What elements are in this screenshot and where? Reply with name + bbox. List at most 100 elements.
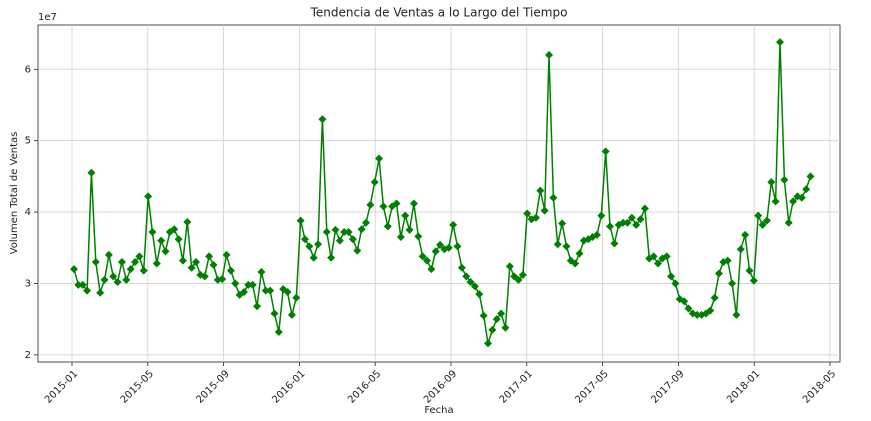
data-point (178, 256, 187, 265)
data-point (327, 253, 336, 262)
data-point (283, 288, 292, 297)
data-point (623, 218, 632, 227)
data-point (74, 280, 83, 289)
data-point (270, 309, 279, 318)
data-point (706, 306, 715, 315)
x-tick-label: 2017-09 (649, 368, 686, 405)
data-point (331, 225, 340, 234)
data-point (139, 266, 148, 275)
data-point (309, 253, 318, 262)
data-point (218, 275, 227, 284)
data-point (619, 218, 628, 227)
data-point (667, 272, 676, 281)
data-point (296, 216, 305, 225)
data-point (357, 225, 366, 234)
data-point (540, 206, 549, 215)
data-point (409, 199, 418, 208)
data-point (636, 215, 645, 224)
data-point (109, 272, 118, 281)
data-point (427, 265, 436, 274)
data-point (161, 247, 170, 256)
data-point (253, 302, 262, 311)
data-point (239, 288, 248, 297)
data-point (754, 211, 763, 220)
data-point (653, 259, 662, 268)
data-point (314, 240, 323, 249)
y-tick-label: 5 (25, 136, 31, 147)
data-point (457, 263, 466, 272)
data-point (453, 242, 462, 251)
data-point (87, 168, 96, 177)
data-point (449, 220, 458, 229)
data-point (784, 218, 793, 227)
data-point (806, 172, 815, 181)
data-point (248, 280, 257, 289)
data-point (78, 280, 87, 289)
data-point (414, 232, 423, 241)
data-point (775, 38, 784, 47)
data-point (379, 202, 388, 211)
data-point (187, 263, 196, 272)
data-point (492, 315, 501, 324)
data-point (436, 240, 445, 249)
data-point (771, 197, 780, 206)
data-point (300, 235, 309, 244)
data-point (192, 258, 201, 267)
data-point (261, 286, 270, 295)
data-point (83, 286, 92, 295)
data-point (348, 235, 357, 244)
data-point (353, 246, 362, 255)
data-point (680, 297, 689, 306)
data-point (728, 279, 737, 288)
data-point (470, 282, 479, 291)
y-tick-label: 2 (25, 350, 31, 361)
data-point (484, 339, 493, 348)
data-point (562, 242, 571, 251)
data-point (571, 259, 580, 268)
data-point (741, 230, 750, 239)
data-point (723, 256, 732, 265)
data-point (100, 275, 109, 284)
data-point (558, 219, 567, 228)
data-point (710, 293, 719, 302)
data-point (209, 260, 218, 269)
data-point (523, 209, 532, 218)
data-point (231, 279, 240, 288)
data-point (736, 245, 745, 254)
data-point (422, 256, 431, 265)
data-point (91, 258, 100, 267)
data-point (318, 115, 327, 124)
data-point (340, 228, 349, 237)
data-point (714, 269, 723, 278)
y-tick-label: 3 (25, 278, 31, 289)
data-point (684, 304, 693, 313)
data-point (361, 218, 370, 227)
data-point (205, 252, 214, 261)
data-point (610, 239, 619, 248)
data-point (200, 272, 209, 281)
data-point (466, 278, 475, 287)
data-point (505, 262, 514, 271)
data-point (305, 242, 314, 251)
data-point (383, 222, 392, 231)
data-point (592, 230, 601, 239)
data-point (536, 186, 545, 195)
data-point (780, 175, 789, 184)
x-tick-label: 2017-01 (498, 368, 535, 405)
x-tick-label: 2016-01 (270, 368, 307, 405)
data-point (113, 278, 122, 287)
data-point (575, 249, 584, 258)
data-point (514, 275, 523, 284)
data-point (475, 290, 484, 299)
data-point (274, 328, 283, 337)
data-point (135, 252, 144, 261)
y-offset-label: 1e7 (38, 12, 57, 23)
x-tick-label: 2015-09 (195, 368, 232, 405)
data-point (244, 280, 253, 289)
data-point (488, 325, 497, 334)
data-point (174, 235, 183, 244)
data-point (802, 185, 811, 194)
data-point (553, 240, 562, 249)
data-point (370, 178, 379, 187)
